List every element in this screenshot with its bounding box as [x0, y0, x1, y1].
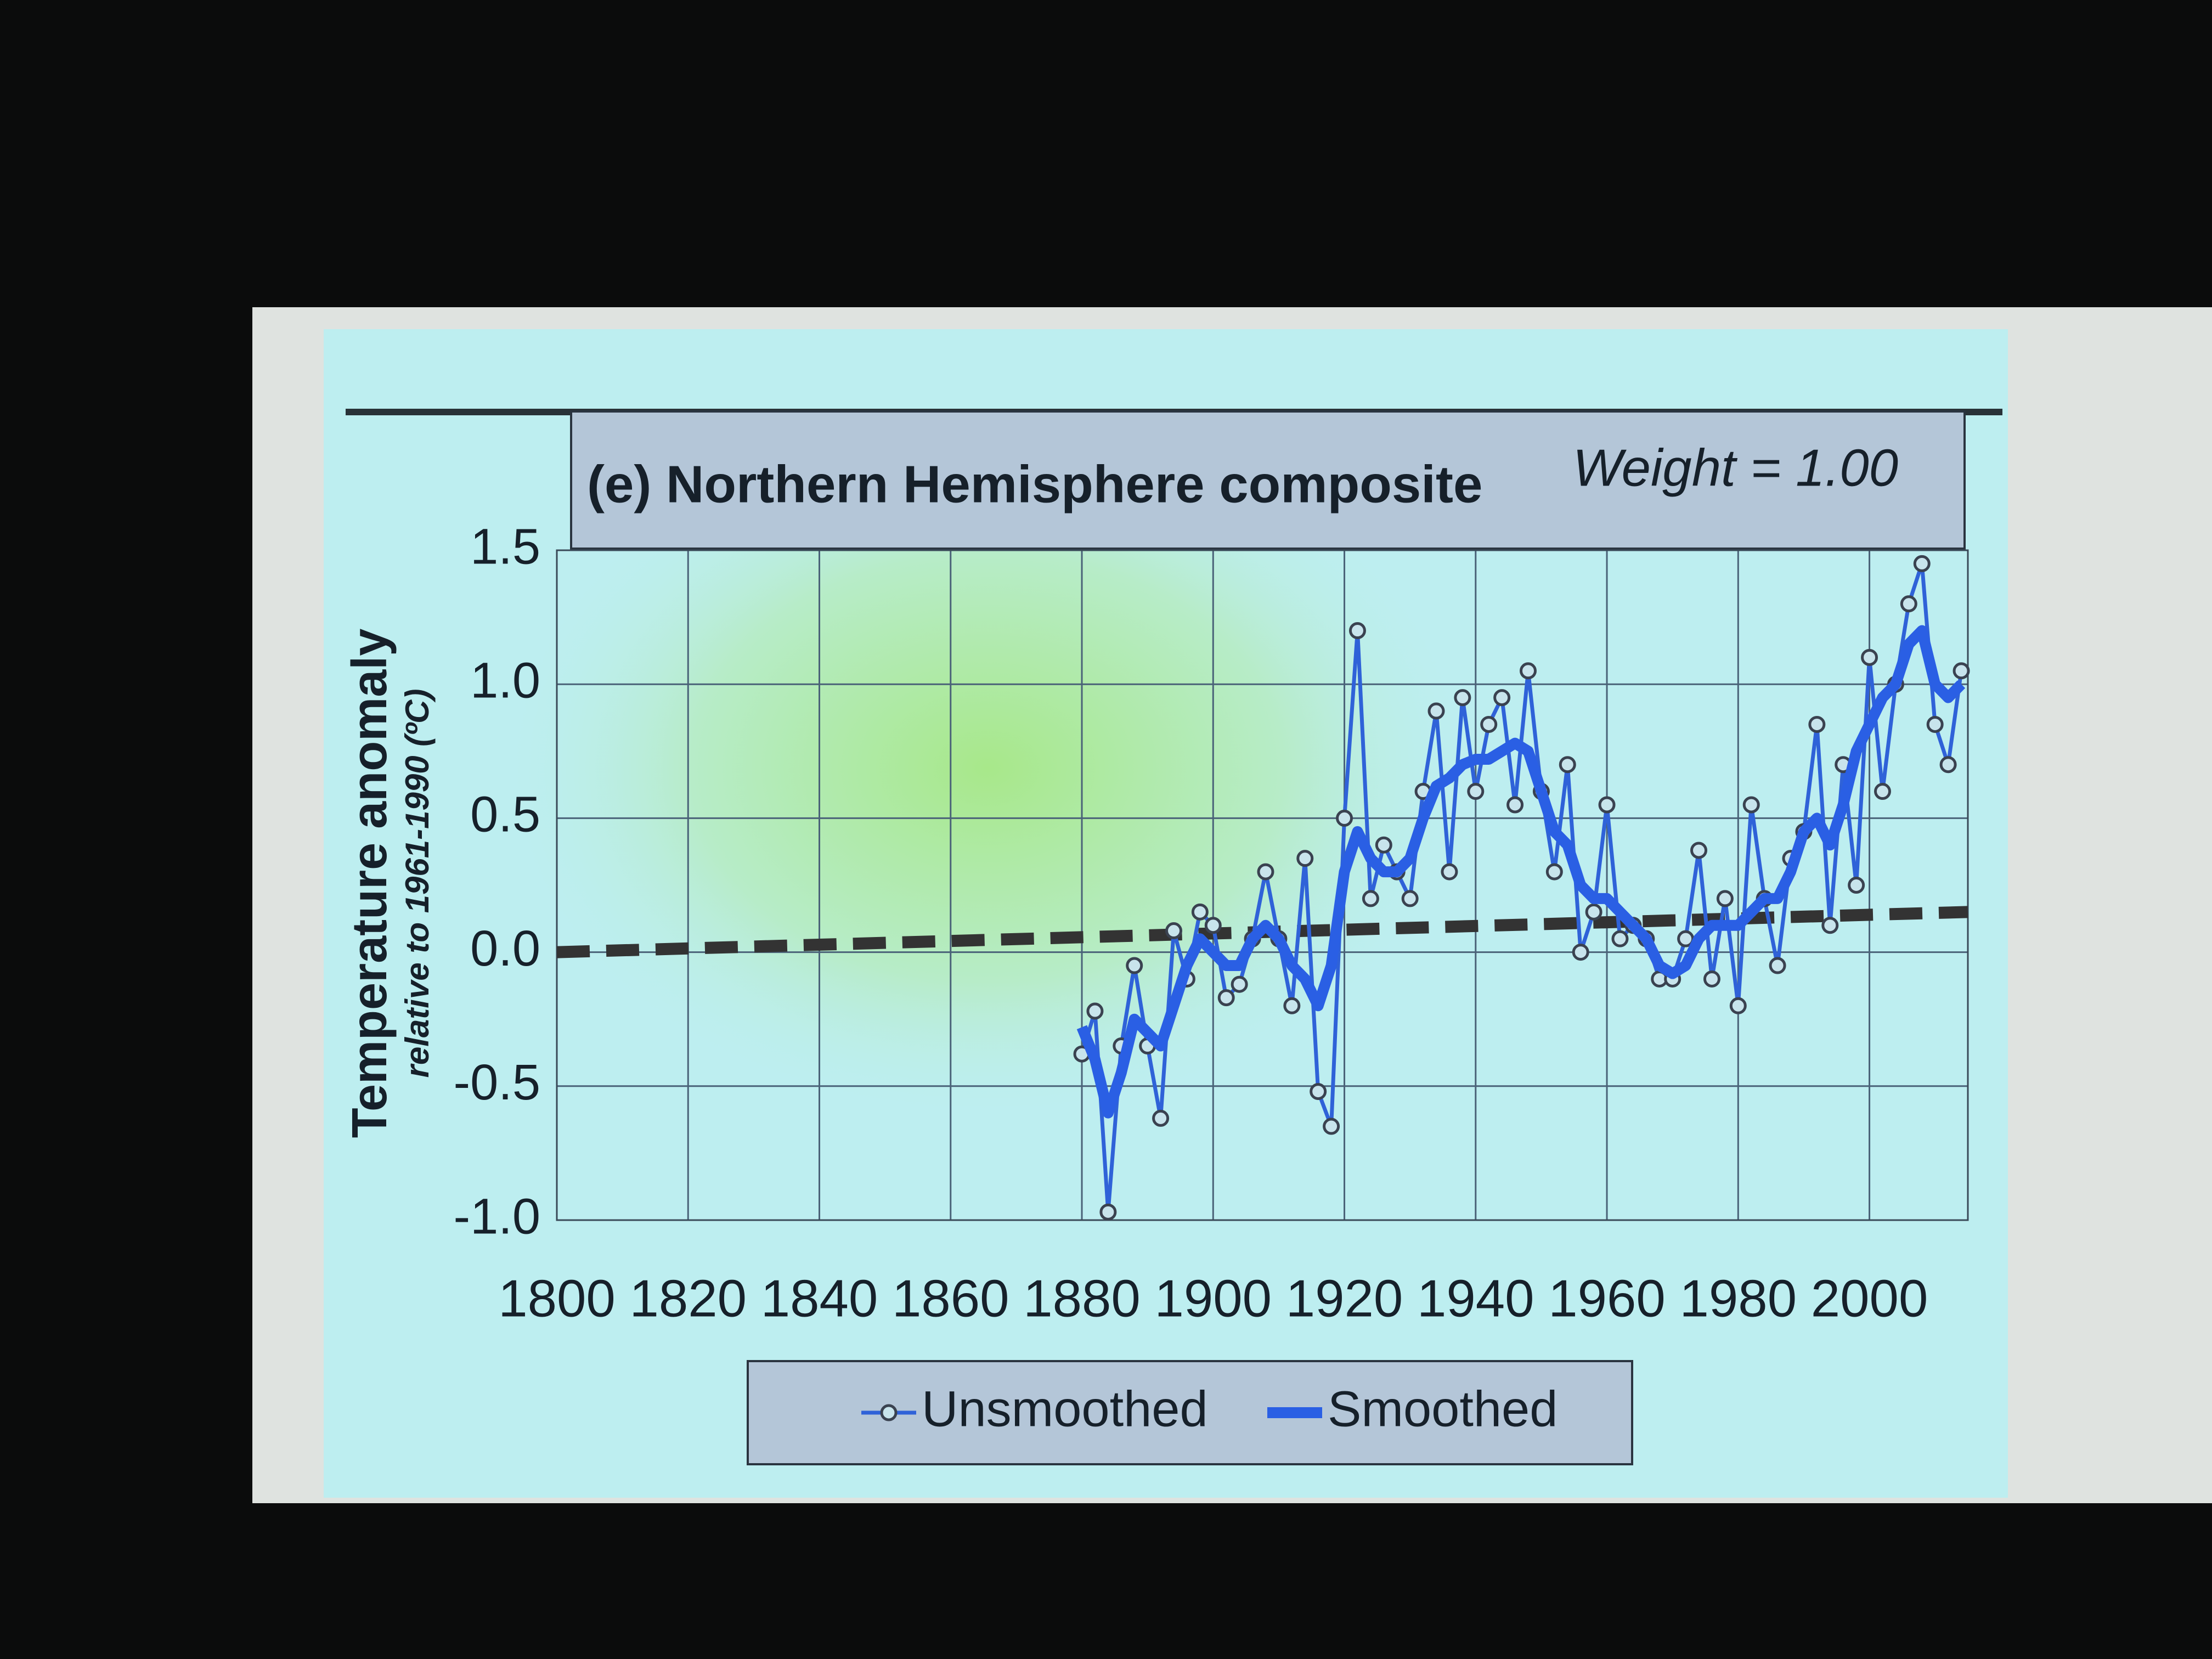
- data-point: [1848, 877, 1865, 894]
- x-tick-label: 1980: [1680, 1269, 1797, 1328]
- data-point: [1821, 917, 1839, 934]
- data-point: [1336, 809, 1353, 827]
- data-point: [1585, 903, 1602, 921]
- y-axis-label: Temperature anomaly: [342, 629, 397, 1138]
- smoothed-line: [1076, 625, 1966, 1119]
- data-point: [1716, 890, 1734, 907]
- data-point: [1165, 922, 1183, 940]
- x-tick-label: 2000: [1811, 1269, 1928, 1328]
- data-point: [1742, 796, 1760, 814]
- data-point: [1296, 850, 1314, 867]
- y-tick-label: 1.5: [470, 518, 540, 574]
- data-point: [1572, 944, 1589, 961]
- data-point: [1362, 890, 1379, 907]
- data-point: [1506, 796, 1524, 814]
- data-point: [1480, 715, 1498, 733]
- x-tick-label: 1800: [498, 1269, 616, 1328]
- data-point: [1310, 1083, 1327, 1101]
- data-point: [1126, 957, 1143, 974]
- data-point: [1348, 622, 1366, 640]
- data-point: [1257, 863, 1274, 881]
- data-point: [1204, 917, 1222, 934]
- data-point: [1559, 756, 1576, 774]
- data-point: [1441, 863, 1458, 881]
- data-point: [1598, 796, 1616, 814]
- data-point: [1375, 836, 1392, 854]
- data-point: [1874, 783, 1891, 800]
- plot: -1.0 -0.5 0.0 0.5 1.0 1.5 1800 1820 1840 1860 1880…: [453, 518, 1970, 1328]
- x-tick-label: 1840: [761, 1269, 878, 1328]
- data-point: [1323, 1118, 1340, 1135]
- legend-label: Unsmoothed: [922, 1381, 1208, 1437]
- data-point: [1926, 715, 1944, 733]
- data-point: [1953, 662, 1970, 680]
- y-tick-label: 0.0: [470, 921, 540, 977]
- data-point: [1808, 715, 1826, 733]
- x-tick-label: 1860: [892, 1269, 1009, 1328]
- legend-item: Smoothed: [1267, 1381, 1558, 1437]
- data-point: [1191, 903, 1209, 921]
- data-point: [1401, 890, 1419, 907]
- legend-item: Unsmoothed: [861, 1381, 1208, 1437]
- x-tick-label: 1820: [629, 1269, 747, 1328]
- y-tick-label: 0.5: [470, 787, 540, 843]
- data-point: [1729, 997, 1747, 1014]
- y-tick-label: -0.5: [453, 1054, 540, 1110]
- data-point: [1099, 1203, 1117, 1221]
- data-point: [1939, 756, 1957, 774]
- data-point: [1861, 648, 1878, 666]
- legend-label: Smoothed: [1328, 1381, 1558, 1437]
- x-tick-label: 1920: [1286, 1269, 1403, 1328]
- annotation: Weight = 1.00: [1573, 438, 1898, 497]
- x-tick-label: 1940: [1417, 1269, 1534, 1328]
- legend-box: [747, 1360, 1633, 1465]
- title-box: [570, 410, 1966, 550]
- data-point: [1283, 997, 1301, 1014]
- x-tick-label: 1900: [1154, 1269, 1272, 1328]
- data-point: [1152, 1109, 1170, 1127]
- data-point: [1086, 1002, 1104, 1020]
- y-tick-label: 1.0: [470, 652, 540, 708]
- data-point: [1900, 595, 1917, 613]
- y-tick-label: -1.0: [453, 1188, 540, 1244]
- legend-marker: [880, 1404, 898, 1421]
- glow: [494, 411, 1481, 1125]
- data-point: [1703, 970, 1720, 988]
- data-point: [1217, 989, 1235, 1007]
- data-point: [1769, 957, 1786, 974]
- data-point: [1913, 555, 1931, 572]
- chart-title: (e) Northern Hemisphere composite: [587, 455, 1482, 514]
- data-point: [1427, 702, 1445, 720]
- x-tick-label: 1880: [1023, 1269, 1141, 1328]
- data-point: [1454, 689, 1471, 707]
- data-point: [1467, 783, 1485, 800]
- data-point: [1611, 930, 1629, 947]
- plot-frame: [556, 549, 1969, 1221]
- data-point: [1493, 689, 1511, 707]
- data-point: [1519, 662, 1537, 680]
- x-tick-label: 1960: [1548, 1269, 1666, 1328]
- data-point: [1545, 863, 1563, 881]
- y-axis-sublabel: relative to 1961-1990 (ºC): [399, 689, 436, 1078]
- data-point: [1231, 975, 1248, 993]
- data-point: [1690, 842, 1708, 859]
